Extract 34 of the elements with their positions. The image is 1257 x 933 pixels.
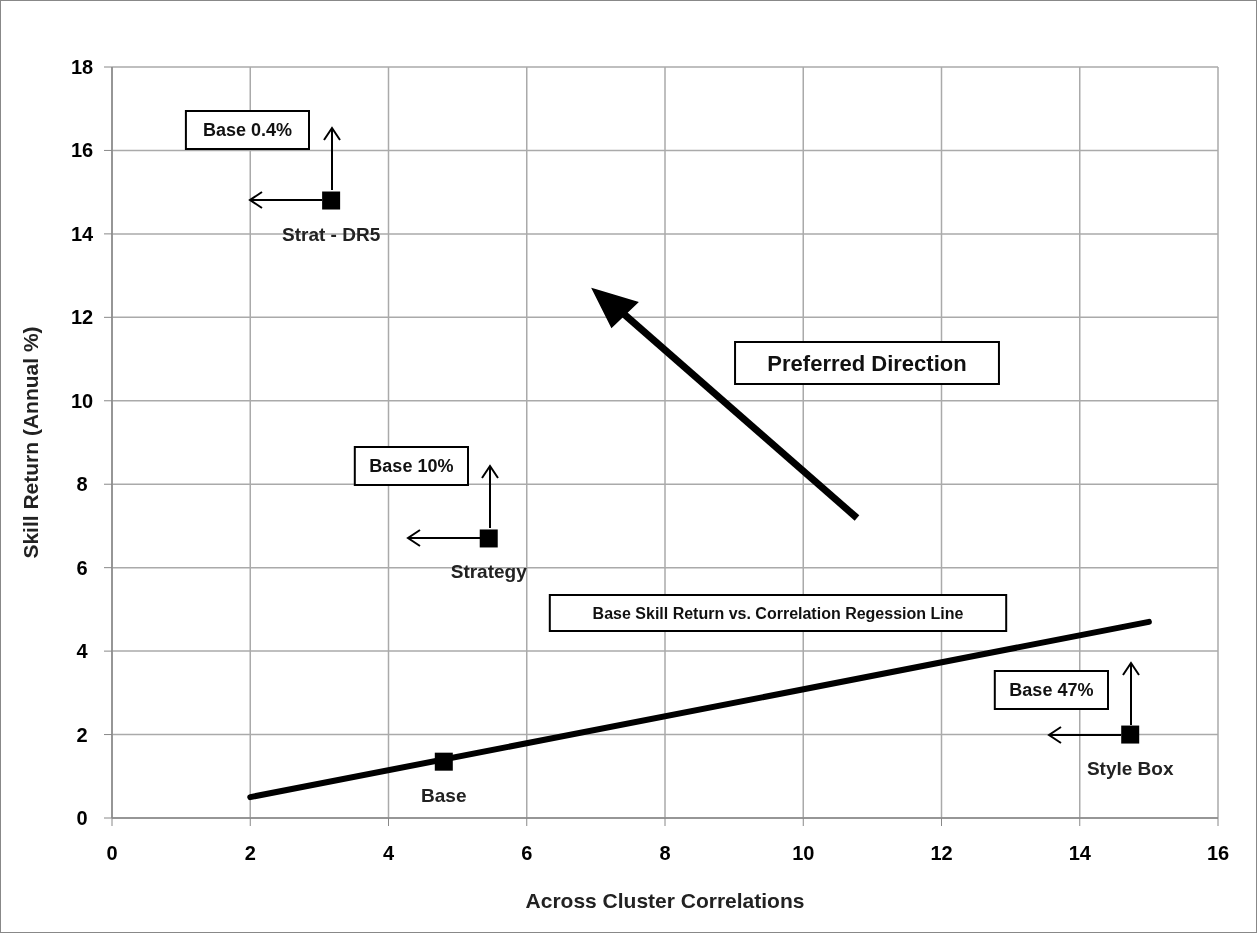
y-tick-label: 10: [70, 389, 94, 412]
x-tick-label: 8: [659, 842, 671, 864]
y-tick-label: 12: [70, 306, 94, 329]
x-tick-label: 2: [244, 842, 256, 864]
y-tick-label: 14: [70, 222, 94, 245]
x-tick-label: 0: [106, 842, 118, 864]
series-label: Strat - DR5: [282, 223, 381, 245]
point: [479, 529, 498, 548]
annotation: Base Skill Return vs. Correlation Regession Line: [592, 604, 964, 622]
annotation: Preferred Direction: [767, 350, 967, 376]
x-tick-label: 4: [382, 842, 395, 864]
y-tick-label: 4: [76, 640, 89, 663]
x-tick-label: 12: [930, 842, 953, 864]
y-axis-title: Skill Return (Annual %): [19, 326, 42, 559]
x-tick-label: 6: [521, 842, 533, 864]
point: [434, 752, 453, 771]
x-axis-title: Across Cluster Correlations: [525, 889, 805, 912]
x-tick-label: 16: [1206, 842, 1230, 864]
legend-label: Style Box: [1086, 757, 1174, 779]
y-tick-label: 18: [70, 56, 94, 78]
x-tick-label: 14: [1068, 842, 1092, 864]
y-tick-label: 16: [70, 139, 94, 162]
y-tick-label: 6: [76, 556, 88, 579]
y-tick-label: 2: [76, 723, 88, 746]
annotation: Base 0.4%: [202, 120, 292, 141]
series-label: Base: [421, 784, 467, 806]
x-tick-label: 10: [792, 842, 815, 864]
y-tick-label: 0: [76, 807, 88, 829]
annotation: Base 10%: [369, 456, 454, 477]
series-label: Strategy: [450, 561, 528, 583]
point: [322, 191, 341, 210]
point: [1121, 725, 1140, 744]
annotation: Base 47%: [1009, 680, 1094, 701]
y-tick-label: 8: [76, 473, 88, 496]
